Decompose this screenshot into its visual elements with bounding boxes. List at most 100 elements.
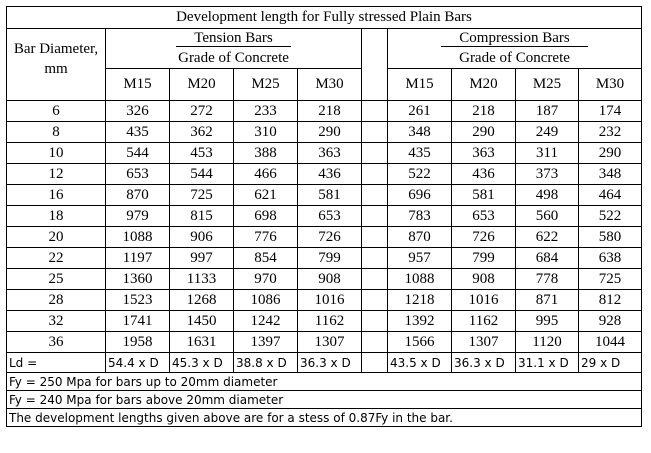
column-gap: [361, 331, 388, 353]
tension-value-cell: 970: [233, 268, 298, 290]
grade-cell: M30: [297, 68, 362, 101]
column-gap: [361, 268, 388, 290]
bar-diameter-cell: 32: [6, 310, 106, 332]
compression-value-cell: 464: [578, 184, 642, 206]
compression-value-cell: 783: [387, 205, 452, 227]
tension-value-cell: 979: [105, 205, 170, 227]
compression-value-cell: 1016: [451, 289, 516, 311]
table-row: 18 979 815 698 653 783 653 560 522: [6, 205, 642, 227]
compression-value-cell: 684: [515, 247, 579, 269]
column-gap: [361, 226, 388, 248]
bar-diameter-unit: mm: [44, 61, 68, 77]
compression-value-cell: 174: [578, 100, 642, 122]
column-gap: [361, 205, 388, 227]
ld-label: Ld =: [6, 352, 106, 373]
grade-cell: M25: [233, 68, 298, 101]
note-stress: The development lengths given above are …: [6, 408, 642, 427]
table-row: 12 653 544 466 436 522 436 373 348: [6, 163, 642, 185]
tension-value-cell: 1523: [105, 289, 170, 311]
tension-value-cell: 1197: [105, 247, 170, 269]
tension-value-cell: 1397: [233, 331, 298, 353]
tension-value-cell: 362: [169, 121, 234, 143]
compression-value-cell: 908: [451, 268, 516, 290]
column-gap: [361, 121, 388, 143]
grade-cell: M15: [387, 68, 452, 101]
compression-value-cell: 726: [451, 226, 516, 248]
compression-value-cell: 348: [387, 121, 452, 143]
compression-value-cell: 812: [578, 289, 642, 311]
tension-value-cell: 466: [233, 163, 298, 185]
compression-value-cell: 653: [451, 205, 516, 227]
tension-value-cell: 326: [105, 100, 170, 122]
tension-value-cell: 815: [169, 205, 234, 227]
tension-value-cell: 1133: [169, 268, 234, 290]
compression-value-cell: 522: [387, 163, 452, 185]
compression-value-cell: 373: [515, 163, 579, 185]
tension-value-cell: 436: [297, 163, 362, 185]
tension-value-cell: 310: [233, 121, 298, 143]
tension-value-cell: 698: [233, 205, 298, 227]
bar-diameter-cell: 10: [6, 142, 106, 164]
grade-cell: M20: [451, 68, 516, 101]
column-gap: [361, 163, 388, 185]
bar-diameter-cell: 36: [6, 331, 106, 353]
tension-value-cell: 1086: [233, 289, 298, 311]
tension-value-cell: 726: [297, 226, 362, 248]
tension-grade-label: Grade of Concrete: [105, 48, 362, 69]
compression-value-cell: 348: [578, 163, 642, 185]
compression-value-cell: 580: [578, 226, 642, 248]
compression-value-cell: 249: [515, 121, 579, 143]
column-gap: [361, 28, 388, 101]
ld-tension-cell: 38.8 x D: [233, 352, 298, 373]
compression-value-cell: 995: [515, 310, 579, 332]
column-gap: [361, 289, 388, 311]
compression-value-cell: 435: [387, 142, 452, 164]
tension-value-cell: 725: [169, 184, 234, 206]
tension-value-cell: 653: [105, 163, 170, 185]
compression-value-cell: 1218: [387, 289, 452, 311]
tension-value-cell: 1268: [169, 289, 234, 311]
grade-cell: M30: [578, 68, 642, 101]
table-row: 16 870 725 621 581 696 581 498 464: [6, 184, 642, 206]
tension-value-cell: 388: [233, 142, 298, 164]
compression-value-cell: 436: [451, 163, 516, 185]
note-fy-250: Fy = 250 Mpa for bars up to 20mm diamete…: [6, 372, 642, 391]
compression-value-cell: 725: [578, 268, 642, 290]
tension-value-cell: 453: [169, 142, 234, 164]
tension-value-cell: 435: [105, 121, 170, 143]
tension-header: Tension Bars: [105, 28, 362, 49]
column-gap: [361, 142, 388, 164]
tension-value-cell: 906: [169, 226, 234, 248]
bar-diameter-label: Bar Diameter,: [13, 41, 99, 57]
grade-cell: M20: [169, 68, 234, 101]
compression-value-cell: 1392: [387, 310, 452, 332]
table-row: 36 1958 1631 1397 1307 1566 1307 1120 1044: [6, 331, 642, 353]
compression-value-cell: 957: [387, 247, 452, 269]
table-row: 28 1523 1268 1086 1016 1218 1016 871 812: [6, 289, 642, 311]
compression-value-cell: 1162: [451, 310, 516, 332]
compression-value-cell: 799: [451, 247, 516, 269]
compression-value-cell: 363: [451, 142, 516, 164]
compression-value-cell: 218: [451, 100, 516, 122]
compression-value-cell: 261: [387, 100, 452, 122]
compression-value-cell: 290: [578, 142, 642, 164]
compression-value-cell: 290: [451, 121, 516, 143]
ld-compression-cell: 29 x D: [578, 352, 642, 373]
tension-value-cell: 544: [169, 163, 234, 185]
bar-diameter-cell: 25: [6, 268, 106, 290]
table-row: 25 1360 1133 970 908 1088 908 778 725: [6, 268, 642, 290]
grade-cell: M25: [515, 68, 579, 101]
grade-cell: M15: [105, 68, 170, 101]
tension-value-cell: 1958: [105, 331, 170, 353]
compression-header: Compression Bars: [387, 28, 642, 49]
bar-diameter-cell: 8: [6, 121, 106, 143]
ld-compression-cell: 36.3 x D: [451, 352, 516, 373]
bar-diameter-cell: 12: [6, 163, 106, 185]
tension-value-cell: 581: [297, 184, 362, 206]
bar-diameter-cell: 16: [6, 184, 106, 206]
bar-diameter-cell: 20: [6, 226, 106, 248]
compression-value-cell: 311: [515, 142, 579, 164]
tension-value-cell: 799: [297, 247, 362, 269]
compression-value-cell: 1120: [515, 331, 579, 353]
tension-value-cell: 1631: [169, 331, 234, 353]
